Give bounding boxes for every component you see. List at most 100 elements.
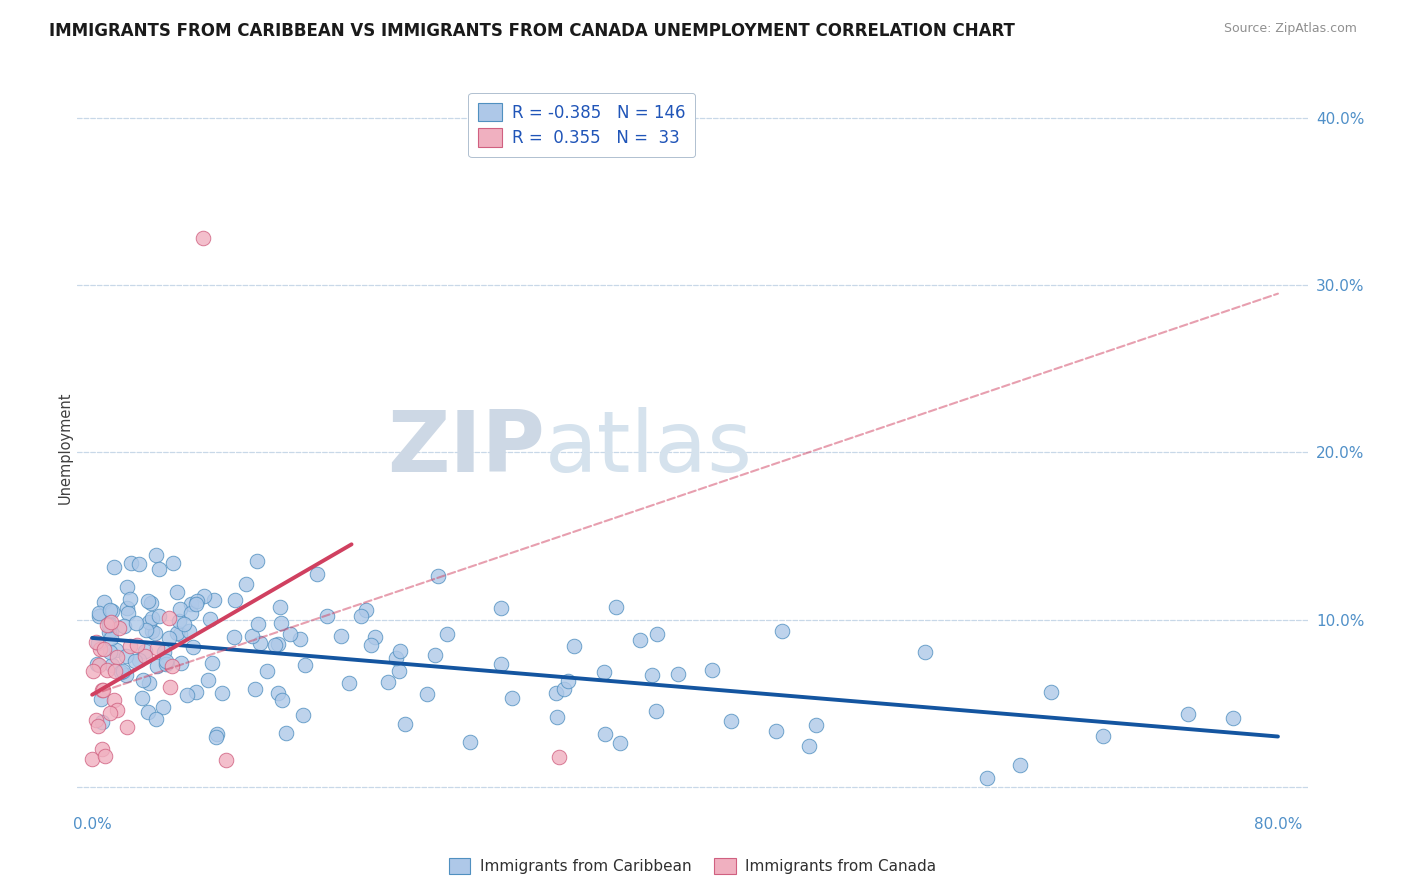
Point (115, 720, 138, 734)
Point (90, 692, 112, 706)
Point (186, 594, 208, 608)
Point (93, 595, 115, 609)
Point (134, 648, 156, 663)
Point (546, 710, 568, 724)
Legend: Immigrants from Caribbean, Immigrants from Canada: Immigrants from Caribbean, Immigrants fr… (443, 852, 942, 880)
Point (330, 629, 353, 643)
Point (86, 657, 108, 672)
Point (141, 610, 163, 624)
Point (976, 772, 998, 786)
Point (181, 640, 204, 655)
Point (628, 632, 651, 647)
Point (148, 561, 170, 575)
Point (96, 663, 118, 677)
Point (100, 658, 122, 673)
Point (197, 673, 219, 687)
Point (201, 656, 224, 670)
Point (557, 673, 579, 688)
Point (385, 651, 408, 665)
Point (110, 665, 132, 679)
Point (266, 637, 288, 651)
Point (145, 548, 167, 562)
Point (436, 627, 458, 641)
Point (152, 700, 174, 714)
Point (180, 597, 202, 611)
Point (91, 682, 114, 697)
Point (256, 664, 278, 678)
Point (415, 687, 437, 701)
Point (105, 650, 128, 665)
Point (141, 596, 163, 610)
Point (82, 665, 104, 679)
Point (124, 654, 146, 668)
Point (1222, 711, 1244, 725)
Point (491, 600, 513, 615)
Point (162, 658, 184, 673)
Point (200, 612, 222, 626)
Point (173, 617, 195, 632)
Point (82, 752, 104, 766)
Point (117, 606, 139, 620)
Point (176, 688, 198, 702)
Point (90, 742, 112, 756)
Point (605, 599, 627, 614)
Point (702, 663, 724, 677)
Point (153, 645, 176, 659)
Point (111, 664, 134, 678)
Point (103, 559, 125, 574)
Point (105, 703, 128, 717)
Point (100, 625, 122, 640)
Point (337, 676, 360, 690)
Point (103, 693, 125, 707)
Point (86, 719, 108, 733)
Point (269, 599, 291, 614)
Point (100, 631, 122, 645)
Point (97, 625, 120, 640)
Point (224, 592, 246, 607)
Point (235, 577, 257, 591)
Point (644, 704, 666, 718)
Point (159, 681, 181, 695)
Point (270, 616, 292, 631)
Point (84, 714, 107, 728)
Text: ZIP: ZIP (387, 407, 546, 490)
Point (138, 615, 160, 630)
Point (274, 726, 297, 740)
Point (278, 626, 301, 640)
Point (157, 631, 180, 645)
Text: atlas: atlas (546, 407, 752, 490)
Point (544, 686, 567, 700)
Point (271, 693, 294, 707)
Point (107, 622, 129, 636)
Point (169, 627, 191, 641)
Point (148, 608, 170, 623)
Point (170, 656, 193, 670)
Point (155, 654, 177, 668)
Point (360, 638, 382, 652)
Point (157, 611, 180, 625)
Point (645, 627, 668, 641)
Point (100, 645, 122, 659)
Point (125, 638, 148, 652)
Point (205, 727, 228, 741)
Point (115, 649, 138, 664)
Point (184, 684, 207, 698)
Point (1091, 729, 1114, 743)
Point (146, 658, 169, 673)
Point (104, 664, 127, 678)
Point (770, 624, 793, 638)
Point (90, 714, 112, 729)
Point (145, 713, 167, 727)
Point (141, 624, 163, 638)
Point (87, 636, 110, 650)
Point (562, 639, 585, 653)
Text: IMMIGRANTS FROM CARIBBEAN VS IMMIGRANTS FROM CANADA UNEMPLOYMENT CORRELATION CHA: IMMIGRANTS FROM CARIBBEAN VS IMMIGRANTS … (49, 22, 1015, 40)
Point (86, 635, 108, 649)
Point (292, 708, 315, 723)
Point (128, 653, 150, 667)
Point (388, 664, 411, 678)
Point (104, 643, 127, 657)
Point (131, 691, 153, 706)
Point (202, 593, 225, 607)
Point (1010, 757, 1032, 772)
